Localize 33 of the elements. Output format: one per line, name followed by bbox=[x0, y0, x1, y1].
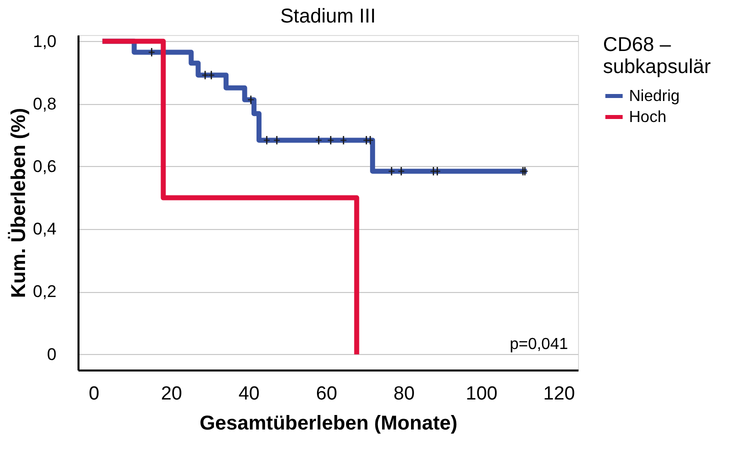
y-tick-label: 0,2 bbox=[32, 282, 56, 302]
y-tick-label: 0 bbox=[47, 344, 56, 364]
point bbox=[316, 136, 322, 144]
point bbox=[208, 70, 214, 80]
y-tick-label: 1,0 bbox=[32, 32, 56, 51]
x-tick-label: 0 bbox=[88, 384, 100, 404]
legend-label: Niedrig bbox=[629, 88, 680, 105]
point bbox=[264, 136, 270, 144]
chart-title: Stadium III bbox=[280, 5, 376, 28]
x-tick-label: 120 bbox=[543, 384, 575, 404]
y-axis-title: Kum. Überleben (%) bbox=[6, 108, 30, 298]
point bbox=[398, 167, 404, 176]
point bbox=[367, 136, 374, 144]
legend-title: CD68 – subkapsulär bbox=[603, 34, 712, 78]
point bbox=[340, 136, 346, 144]
point bbox=[328, 136, 334, 144]
x-tick-label: 80 bbox=[394, 384, 415, 404]
point bbox=[434, 167, 440, 176]
x-tick-label: 60 bbox=[316, 384, 338, 404]
y-tick-label: 0,4 bbox=[32, 220, 56, 239]
x-axis-title: Gesamtüberleben (Monate) bbox=[200, 412, 458, 434]
legend-label: Hoch bbox=[629, 109, 666, 126]
point bbox=[248, 96, 254, 104]
point bbox=[274, 136, 280, 144]
point bbox=[148, 48, 155, 56]
point bbox=[388, 167, 394, 176]
point bbox=[202, 70, 208, 80]
x-tick-label: 40 bbox=[238, 384, 260, 404]
annotation: p=0,041 bbox=[510, 336, 568, 353]
y-tick-label: 0,8 bbox=[32, 94, 56, 114]
x-tick-label: 100 bbox=[466, 384, 498, 404]
y-tick-label: 0,6 bbox=[32, 156, 56, 176]
x-tick-label: 20 bbox=[160, 384, 182, 404]
